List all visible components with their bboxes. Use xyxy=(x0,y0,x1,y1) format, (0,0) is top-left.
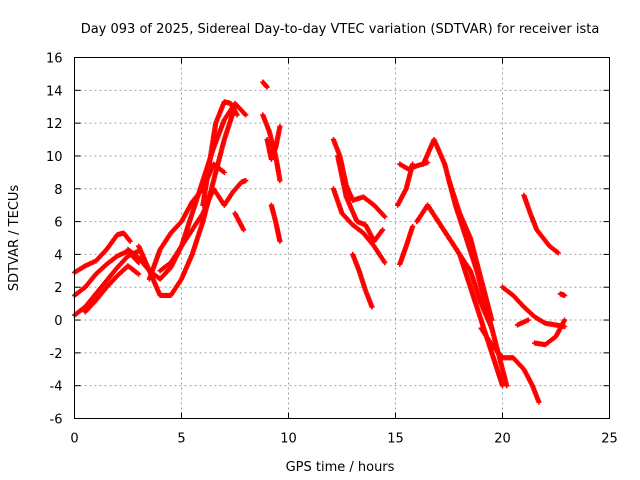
series-arc-18 xyxy=(335,153,386,244)
y-tick-label: -4 xyxy=(50,380,63,395)
chart-title: Day 093 of 2025, Sidereal Day-to-day VTE… xyxy=(81,22,600,37)
series-arc-14 xyxy=(264,123,283,162)
series-arc-25 xyxy=(414,202,495,331)
x-axis-label: GPS time / hours xyxy=(286,460,395,475)
series-arc-31 xyxy=(557,291,568,299)
data-point xyxy=(277,238,283,244)
data-point xyxy=(489,317,495,323)
data-point xyxy=(136,271,142,277)
data-point xyxy=(536,399,542,405)
y-tick-label: 0 xyxy=(54,314,62,329)
series-arc-17 xyxy=(330,186,388,266)
series-arc-29 xyxy=(521,192,561,256)
data-point xyxy=(499,383,506,389)
series-arc-11 xyxy=(232,210,247,233)
data-point xyxy=(127,238,133,244)
y-tick-label: 6 xyxy=(54,216,62,231)
series-arc-27 xyxy=(478,325,542,405)
data-point xyxy=(277,177,283,184)
series-arc-22 xyxy=(397,223,416,267)
data-points xyxy=(71,79,568,405)
series-arc-3 xyxy=(71,248,142,318)
data-point xyxy=(221,169,227,175)
series-arc-9 xyxy=(200,99,240,208)
series-arc-8 xyxy=(157,186,227,274)
data-point xyxy=(489,325,495,331)
y-tick-label: 14 xyxy=(46,84,63,99)
y-tick-label: 8 xyxy=(54,183,62,198)
series-arc-28 xyxy=(499,284,568,330)
y-tick-label: 10 xyxy=(46,150,63,165)
series-arc-10 xyxy=(221,177,249,208)
x-tick-label: 15 xyxy=(387,432,404,447)
data-point xyxy=(243,112,249,118)
y-axis-label: SDTVAR / TECUs xyxy=(7,185,22,292)
y-tick-label: 2 xyxy=(54,281,62,296)
y-tick-label: -2 xyxy=(50,347,63,362)
x-tick-label: 20 xyxy=(494,432,511,447)
data-point xyxy=(561,292,568,299)
series-arc-1 xyxy=(71,230,133,276)
data-point xyxy=(382,260,388,266)
data-point xyxy=(240,227,247,233)
data-point xyxy=(264,84,270,90)
data-point xyxy=(410,223,416,230)
data-point xyxy=(561,317,568,323)
data-point xyxy=(555,250,561,256)
x-tick-label: 25 xyxy=(601,432,618,447)
series-arc-12 xyxy=(260,79,270,90)
axis-ticks: 0 5 10 15 20 25 -6 -4 -2 0 2 4 6 8 10 12 14 16 xyxy=(46,52,618,447)
series-arc-19 xyxy=(350,251,375,310)
data-point xyxy=(382,214,388,220)
y-tick-label: 16 xyxy=(46,52,63,67)
data-point xyxy=(369,304,375,310)
y-tick-label: -6 xyxy=(50,413,63,428)
x-tick-label: 5 xyxy=(177,432,185,447)
data-point xyxy=(243,177,249,184)
data-point xyxy=(525,317,531,323)
series-arc-15 xyxy=(268,202,283,244)
series-arc-30 xyxy=(532,317,568,348)
plot-frame xyxy=(74,57,610,419)
y-tick-label: 4 xyxy=(54,248,62,263)
series-arc-32 xyxy=(514,317,531,328)
series-arc-26 xyxy=(446,177,495,323)
data-point xyxy=(277,123,283,130)
x-tick-label: 0 xyxy=(70,432,78,447)
data-point xyxy=(234,112,240,118)
data-point xyxy=(380,227,386,233)
x-tick-label: 10 xyxy=(280,432,297,447)
y-tick-label: 12 xyxy=(46,117,63,132)
grid-lines xyxy=(74,57,610,419)
series-arc-4 xyxy=(82,263,142,315)
